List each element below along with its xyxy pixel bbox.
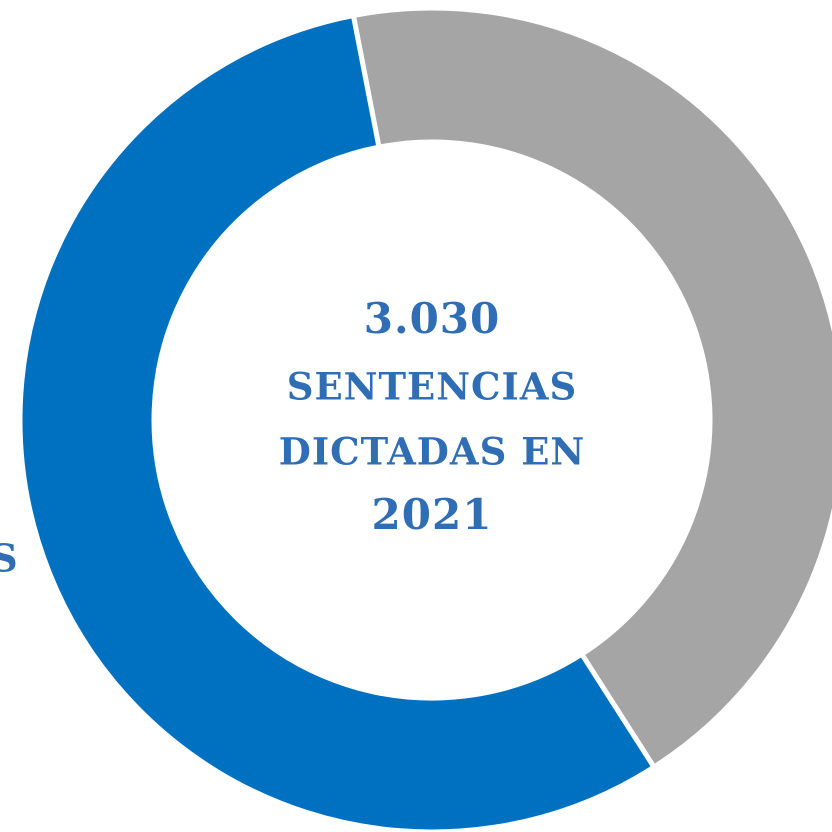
center-text: 3.030 [364,294,501,343]
segment-label-fragment: S [0,536,18,581]
center-text: 2021 [372,490,493,539]
donut-segment [17,12,658,832]
donut-segment [350,5,832,771]
center-text: DICTADAS EN [279,430,585,474]
center-text: SENTENCIAS [287,365,577,409]
